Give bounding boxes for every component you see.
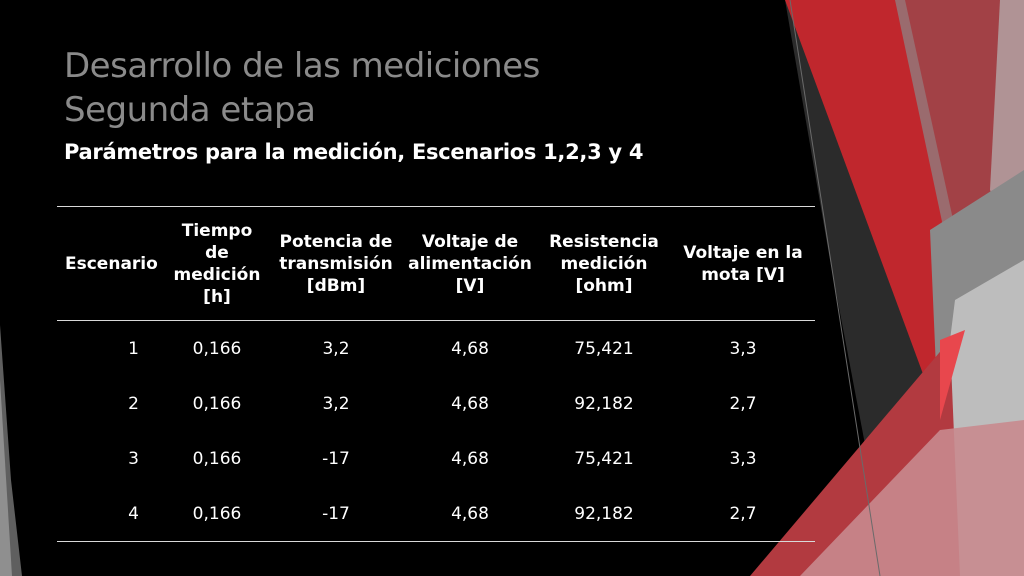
cell-escenario: 1 — [128, 338, 139, 359]
cell-voltaje-alimentacion: 4,68 — [451, 503, 489, 524]
cell-voltaje-mota: 2,7 — [729, 393, 757, 414]
cell-tiempo: 0,166 — [192, 503, 242, 524]
cell-potencia: -17 — [322, 503, 350, 524]
header-voltaje-mota: Voltaje en la mota [V] — [683, 242, 803, 285]
cell-potencia: -17 — [322, 448, 350, 469]
cell-escenario: 2 — [128, 393, 139, 414]
cell-tiempo: 0,166 — [192, 393, 242, 414]
cell-escenario: 4 — [128, 503, 139, 524]
table-row: 4 0,166 -17 4,68 92,182 2,7 — [57, 486, 815, 542]
cell-potencia: 3,2 — [322, 393, 350, 414]
cell-resistencia: 75,421 — [574, 338, 634, 359]
title-line-1: Desarrollo de las mediciones — [64, 46, 540, 86]
cell-resistencia: 75,421 — [574, 448, 634, 469]
cell-voltaje-alimentacion: 4,68 — [451, 393, 489, 414]
cell-potencia: 3,2 — [322, 338, 350, 359]
cell-voltaje-mota: 3,3 — [729, 448, 757, 469]
measurement-table-container: Escenario Tiempo de medición [h] Potenci… — [57, 206, 815, 542]
header-voltaje-alimentacion: Voltaje de alimentación [V] — [408, 231, 532, 296]
header-escenario: Escenario — [65, 253, 158, 274]
header-resistencia: Resistencia medición [ohm] — [549, 231, 659, 296]
slide-title: Desarrollo de las mediciones Segunda eta… — [64, 44, 540, 132]
table-row: 3 0,166 -17 4,68 75,421 3,3 — [57, 431, 815, 486]
header-potencia: Potencia de transmisión [dBm] — [279, 231, 393, 296]
cell-tiempo: 0,166 — [192, 448, 242, 469]
cell-voltaje-alimentacion: 4,68 — [451, 448, 489, 469]
cell-voltaje-mota: 2,7 — [729, 503, 757, 524]
table-row: 2 0,166 3,2 4,68 92,182 2,7 — [57, 376, 815, 431]
slide-subtitle: Parámetros para la medición, Escenarios … — [64, 140, 644, 164]
cell-voltaje-mota: 3,3 — [729, 338, 757, 359]
bright-red-accent — [940, 330, 965, 420]
header-tiempo: Tiempo de medición [h] — [173, 220, 261, 307]
thin-line — [789, 0, 881, 576]
cell-tiempo: 0,166 — [192, 338, 242, 359]
left-light-shape — [0, 380, 12, 576]
measurement-table: Escenario Tiempo de medición [h] Potenci… — [57, 206, 815, 542]
table-row: 1 0,166 3,2 4,68 75,421 3,3 — [57, 321, 815, 377]
cell-resistencia: 92,182 — [574, 393, 634, 414]
right-red-shape — [785, 0, 965, 420]
cell-resistencia: 92,182 — [574, 503, 634, 524]
bottom-pink-shape — [800, 420, 1024, 576]
cell-escenario: 3 — [128, 448, 139, 469]
cell-voltaje-alimentacion: 4,68 — [451, 338, 489, 359]
table-header-row: Escenario Tiempo de medición [h] Potenci… — [57, 206, 815, 321]
title-line-2: Segunda etapa — [64, 90, 316, 130]
